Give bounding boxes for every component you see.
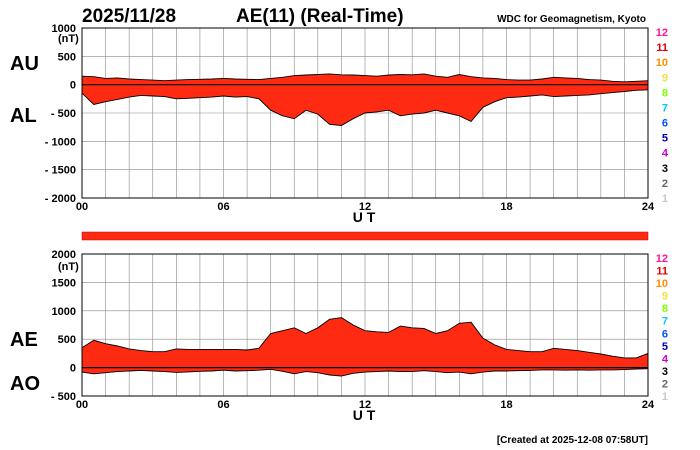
x-tick-label: 12 (359, 399, 371, 411)
au-al-y-ticks: 1000 500 0 - 500 - 1000 - 1500 - 2000 (45, 23, 76, 205)
ae-ao-x-axis-label: U T (353, 407, 376, 423)
y-tick-label: 500 (58, 334, 76, 346)
x-tick-label: 18 (500, 399, 512, 411)
y-tick-label: 500 (58, 51, 76, 63)
x-tick-label: 24 (642, 201, 655, 213)
station-legend-item: 2 (662, 378, 668, 390)
station-legend-item: 9 (662, 72, 668, 84)
y-tick-label: - 500 (51, 391, 76, 403)
station-legend-item: 5 (662, 341, 668, 353)
station-legend-item: 11 (656, 42, 668, 54)
station-legend-item: 10 (656, 57, 668, 69)
y-tick-label: - 500 (51, 108, 76, 120)
station-legend-item: 12 (656, 27, 668, 39)
station-legend-item: 3 (662, 366, 668, 378)
ae-ao-grid (82, 254, 648, 396)
au-al-x-axis-label: U T (353, 209, 376, 225)
y-tick-label: - 2000 (45, 193, 76, 205)
x-tick-label: 06 (217, 399, 229, 411)
source-label: WDC for Geomagnetism, Kyoto (497, 14, 646, 25)
chart-date: 2025/11/28 (82, 6, 176, 27)
station-legend-item: 12 (656, 253, 668, 265)
au-al-station-legend: 12 11 10 9 8 7 6 5 4 3 2 1 (656, 27, 669, 205)
x-tick-label: 12 (359, 201, 371, 213)
y-tick-label: 2000 (52, 249, 76, 261)
x-tick-label: 24 (642, 399, 655, 411)
au-al-x-ticks: 00 06 12 18 24 (76, 201, 655, 213)
station-legend-item: 8 (662, 303, 668, 315)
y-tick-label: - 1500 (45, 165, 76, 177)
station-legend-item: 2 (662, 178, 668, 190)
station-legend-item: 1 (662, 391, 668, 403)
y-tick-label: - 1000 (45, 136, 76, 148)
station-legend-item: 4 (662, 148, 669, 160)
y-tick-label: 1000 (52, 23, 76, 35)
station-legend-item: 10 (656, 278, 668, 290)
al-series-label: AL (10, 105, 37, 127)
ae-series-label: AE (10, 329, 38, 351)
station-legend-item: 11 (656, 266, 668, 278)
station-legend-item: 8 (662, 87, 668, 99)
y-tick-label: 0 (70, 363, 76, 375)
y-tick-label: 1500 (52, 277, 76, 289)
x-tick-label: 00 (76, 201, 88, 213)
chart-title: AE(11) (Real-Time) (236, 6, 404, 27)
station-legend-item: 5 (662, 133, 668, 145)
station-legend-item: 7 (662, 316, 668, 328)
x-tick-label: 06 (217, 201, 229, 213)
station-legend-item: 6 (662, 118, 668, 130)
x-tick-label: 00 (76, 399, 88, 411)
au-al-unit-label: (nT) (58, 33, 79, 45)
station-legend-item: 7 (662, 102, 668, 114)
station-legend-item: 4 (662, 353, 669, 365)
data-coverage-bar (81, 231, 649, 241)
ae-ao-y-ticks: 2000 1500 1000 500 0 - 500 (51, 249, 76, 403)
station-legend-item: 1 (662, 193, 668, 205)
created-timestamp: [Created at 2025-12-08 07:58UT] (497, 435, 648, 446)
ae-ao-frame (81, 253, 649, 397)
x-tick-label: 18 (500, 201, 512, 213)
au-series-label: AU (10, 53, 39, 75)
station-legend-item: 6 (662, 328, 668, 340)
ae-ao-unit-label: (nT) (58, 261, 79, 273)
ao-series-label: AO (10, 373, 40, 395)
y-tick-label: 0 (70, 80, 76, 92)
ae-ao-x-ticks: 00 06 12 18 24 (76, 399, 655, 411)
station-legend-item: 3 (662, 163, 668, 175)
au-al-frame (81, 27, 649, 199)
station-legend-item: 9 (662, 291, 668, 303)
y-tick-label: 1000 (52, 306, 76, 318)
